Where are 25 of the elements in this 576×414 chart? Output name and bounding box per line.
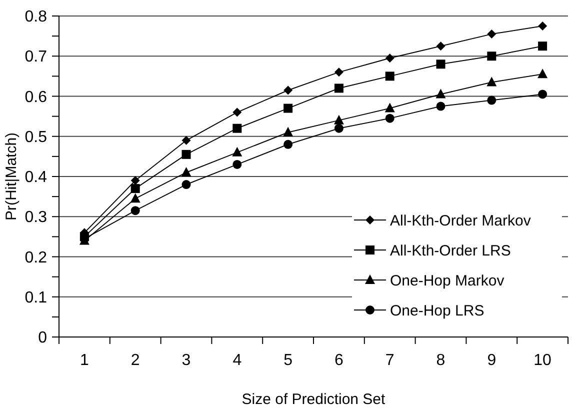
y-tick-label: 0.3 <box>24 209 48 226</box>
legend-label: One-Hop Markov <box>390 272 505 290</box>
y-tick-label: 0.7 <box>24 48 48 66</box>
legend-label: All-Kth-Order Markov <box>390 212 532 230</box>
y-axis-title: Pr(Hit|Match) <box>3 132 20 221</box>
x-tick-label: 7 <box>385 352 394 369</box>
x-tick-label: 2 <box>130 352 140 369</box>
y-tick-label: 0.2 <box>24 249 48 266</box>
x-tick-label: 10 <box>534 352 552 369</box>
x-tick-label: 1 <box>80 352 89 369</box>
y-tick-label: 0.4 <box>24 169 48 186</box>
x-tick-label: 6 <box>334 352 344 369</box>
y-tick-label: 0 <box>38 330 48 347</box>
x-tick-label: 9 <box>487 352 496 369</box>
y-tick-label: 0.6 <box>24 88 48 106</box>
x-tick-label: 5 <box>284 352 293 369</box>
x-tick-label: 8 <box>436 352 446 369</box>
x-tick-label: 3 <box>182 352 191 369</box>
legend-label: One-Hop LRS <box>390 302 484 320</box>
y-tick-label: 0.5 <box>24 128 48 146</box>
y-tick-label: 0.8 <box>24 8 48 26</box>
x-axis-title: Size of Prediction Set <box>242 391 386 408</box>
y-tick-label: 0.1 <box>24 289 48 306</box>
legend-label: All-Kth-Order LRS <box>390 242 511 260</box>
x-tick-label: 4 <box>232 352 242 369</box>
